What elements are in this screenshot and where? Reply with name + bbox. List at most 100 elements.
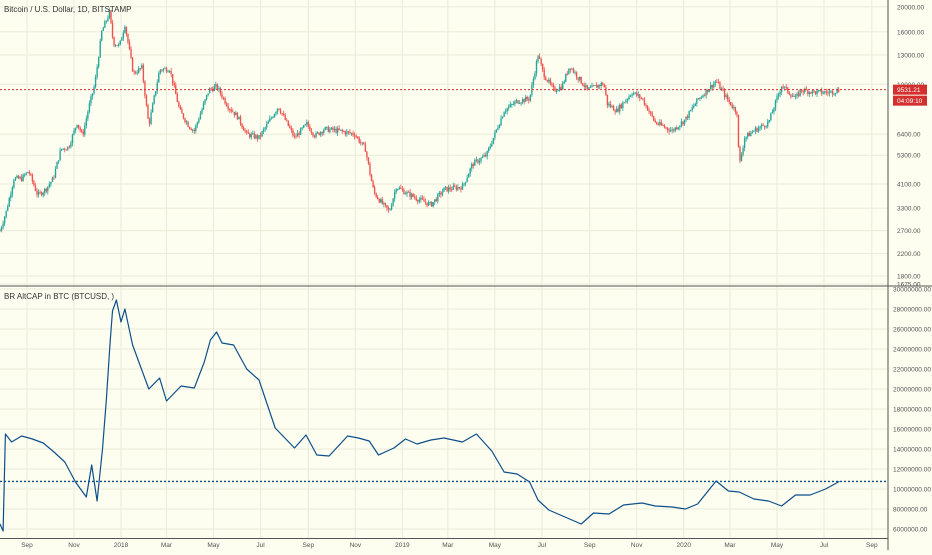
candle-body-282: [434, 199, 436, 203]
candle-body-425: [654, 120, 656, 123]
candle-body-373: [574, 72, 576, 74]
candle-body-435: [669, 130, 672, 132]
candle-body-484: [745, 136, 747, 139]
candle-body-313: [481, 156, 484, 158]
candle-body-131: [201, 109, 203, 114]
candle-body-514: [791, 96, 794, 98]
candle-body-402: [619, 104, 621, 112]
candle-body-520: [800, 89, 803, 92]
candle-body-378: [582, 83, 584, 86]
candle-body-526: [810, 92, 812, 94]
indicator-tick-label-0: 30000000.00: [893, 287, 931, 294]
indicator-pane-title: BR AltCAP in BTC (BTCUSD, ): [4, 292, 115, 301]
candle-body-357: [549, 79, 552, 84]
x-tick-label-3: Mar: [161, 542, 173, 549]
price-tick-label-2: 16000.00: [897, 29, 924, 36]
candle-body-187: [287, 120, 289, 126]
candle-body-31: [47, 186, 49, 192]
candle-body-121: [185, 121, 188, 123]
candle-body-215: [330, 127, 333, 130]
candle-body-295: [454, 185, 456, 187]
candle-body-424: [652, 116, 655, 121]
candle-body-122: [187, 121, 189, 127]
candle-body-71: [108, 10, 111, 18]
candle-body-72: [110, 10, 112, 23]
candle-body-326: [501, 116, 504, 119]
candle-body-513: [790, 94, 792, 97]
candle-body-517: [796, 93, 798, 97]
candle-body-169: [259, 135, 262, 137]
candle-body-280: [430, 201, 433, 207]
candle-body-436: [671, 129, 673, 131]
candle-body-294: [452, 185, 454, 190]
candle-body-486: [748, 132, 750, 137]
candle-body-469: [722, 88, 724, 91]
candle-body-278: [427, 202, 430, 206]
candle-body-355: [546, 80, 548, 82]
candle-body-453: [697, 98, 700, 100]
candle-body-78: [119, 40, 121, 45]
price-axis: 28000.0020000.0016000.0013000.0010000.00…: [897, 4, 924, 288]
candle-body-376: [578, 76, 581, 80]
candle-body-117: [179, 106, 182, 110]
candle-body-59: [90, 96, 92, 104]
candle-body-179: [275, 112, 277, 115]
candle-body-274: [421, 197, 424, 200]
candle-body-290: [446, 186, 448, 192]
candle-body-395: [608, 103, 610, 106]
candle-body-123: [188, 126, 191, 129]
candle-body-268: [412, 193, 414, 197]
candle-body-296: [455, 186, 458, 190]
candle-body-183: [281, 113, 283, 115]
candle-body-216: [332, 127, 334, 131]
candle-body-258: [397, 189, 399, 190]
candle-body-269: [414, 196, 416, 198]
candle-body-166: [255, 135, 257, 139]
candle-body-479: [737, 114, 740, 147]
candle-body-394: [606, 94, 609, 106]
indicator-tick-label-11: 8000000.00: [893, 507, 928, 514]
candle-body-456: [702, 95, 704, 98]
candle-body-196: [301, 127, 303, 129]
candle-body-221: [340, 129, 342, 131]
candle-body-112: [171, 74, 174, 84]
candle-body-120: [184, 118, 186, 122]
candle-body-101: [155, 91, 157, 96]
candle-body-226: [347, 131, 350, 133]
candle-body-251: [386, 205, 388, 209]
candle-body-474: [730, 101, 732, 106]
candle-body-263: [404, 193, 407, 195]
candle-body-9: [13, 180, 15, 188]
candle-body-374: [575, 72, 578, 78]
candle-body-231: [355, 136, 357, 138]
candle-body-118: [181, 109, 183, 114]
candle-body-464: [714, 81, 717, 84]
candle-body-470: [723, 90, 726, 97]
candle-body-427: [657, 124, 659, 125]
candle-body-343: [528, 99, 530, 101]
candle-body-306: [471, 164, 473, 169]
candle-body-107: [164, 68, 166, 70]
candle-body-176: [270, 117, 273, 119]
candle-body-209: [321, 132, 323, 134]
candle-body-413: [636, 92, 638, 96]
candle-body-262: [403, 189, 405, 195]
candle-body-250: [384, 203, 387, 206]
candle-body-298: [458, 187, 461, 188]
candle-body-485: [747, 132, 749, 137]
candle-body-518: [797, 93, 800, 96]
candle-body-293: [451, 189, 453, 191]
candle-body-97: [148, 118, 151, 124]
candle-body-19: [28, 172, 30, 174]
candle-body-420: [646, 105, 649, 111]
candle-body-111: [170, 70, 172, 75]
candle-body-471: [725, 95, 727, 97]
candle-body-174: [267, 121, 269, 124]
grid-lines: [0, 0, 888, 538]
candle-body-452: [696, 98, 698, 104]
candle-body-529: [814, 91, 817, 95]
candle-body-506: [779, 91, 781, 95]
candle-body-246: [378, 198, 380, 203]
candle-body-225: [346, 131, 348, 135]
candle-body-528: [813, 90, 815, 92]
